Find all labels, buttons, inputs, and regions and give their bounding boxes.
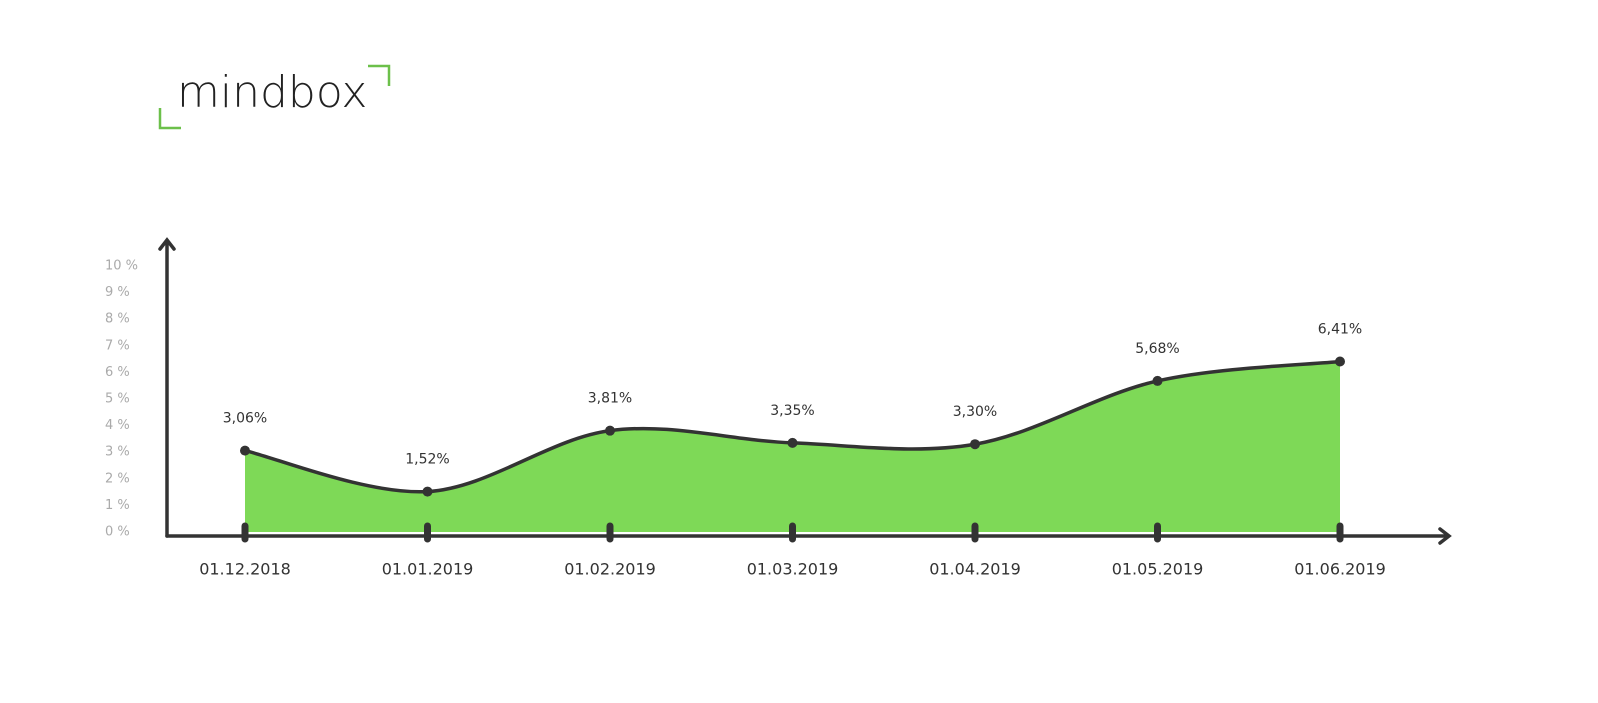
y-tick-label: 5 % — [105, 392, 130, 407]
y-tick-label: 9 % — [105, 285, 130, 300]
value-label: 3,30% — [953, 404, 997, 420]
x-tick-label: 01.12.2018 — [199, 560, 291, 579]
logo-bracket — [368, 64, 391, 86]
x-axis — [165, 527, 1452, 545]
y-tick-label: 3 % — [105, 445, 130, 460]
value-label: 3,06% — [223, 411, 267, 427]
value-label: 3,35% — [770, 403, 814, 419]
logo: mindbox — [177, 67, 367, 118]
point — [1152, 375, 1163, 386]
x-tick-label: 01.05.2019 — [1112, 560, 1204, 579]
point — [1335, 356, 1345, 367]
y-tick-label: 2 % — [105, 471, 130, 486]
point — [422, 486, 433, 497]
y-tick-label: 6 % — [105, 365, 130, 380]
x-tick-label: 01.01.2019 — [382, 560, 474, 579]
point — [970, 439, 980, 450]
y-axis — [158, 237, 176, 538]
point — [240, 445, 250, 456]
y-tick-label: 0 % — [105, 525, 130, 540]
x-tick-label: 01.04.2019 — [929, 560, 1021, 579]
point — [605, 425, 615, 436]
logo-bracket — [158, 108, 181, 130]
x-tick-label: 01.02.2019 — [564, 560, 656, 579]
y-tick-label: 7 % — [105, 338, 130, 353]
value-label: 1,52% — [405, 452, 449, 468]
y-tick-label: 8 % — [105, 312, 130, 327]
y-tick-label: 10 % — [105, 259, 138, 274]
point — [787, 437, 798, 448]
x-tick-label: 01.03.2019 — [747, 560, 839, 579]
plot — [240, 356, 1345, 532]
value-label: 6,41% — [1318, 321, 1362, 337]
x-tick-label: 01.06.2019 — [1294, 560, 1386, 579]
value-label: 5,68% — [1135, 341, 1179, 357]
value-label: 3,81% — [588, 391, 632, 407]
y-tick-label: 1 % — [105, 498, 130, 513]
y-tick-label: 4 % — [105, 418, 130, 433]
